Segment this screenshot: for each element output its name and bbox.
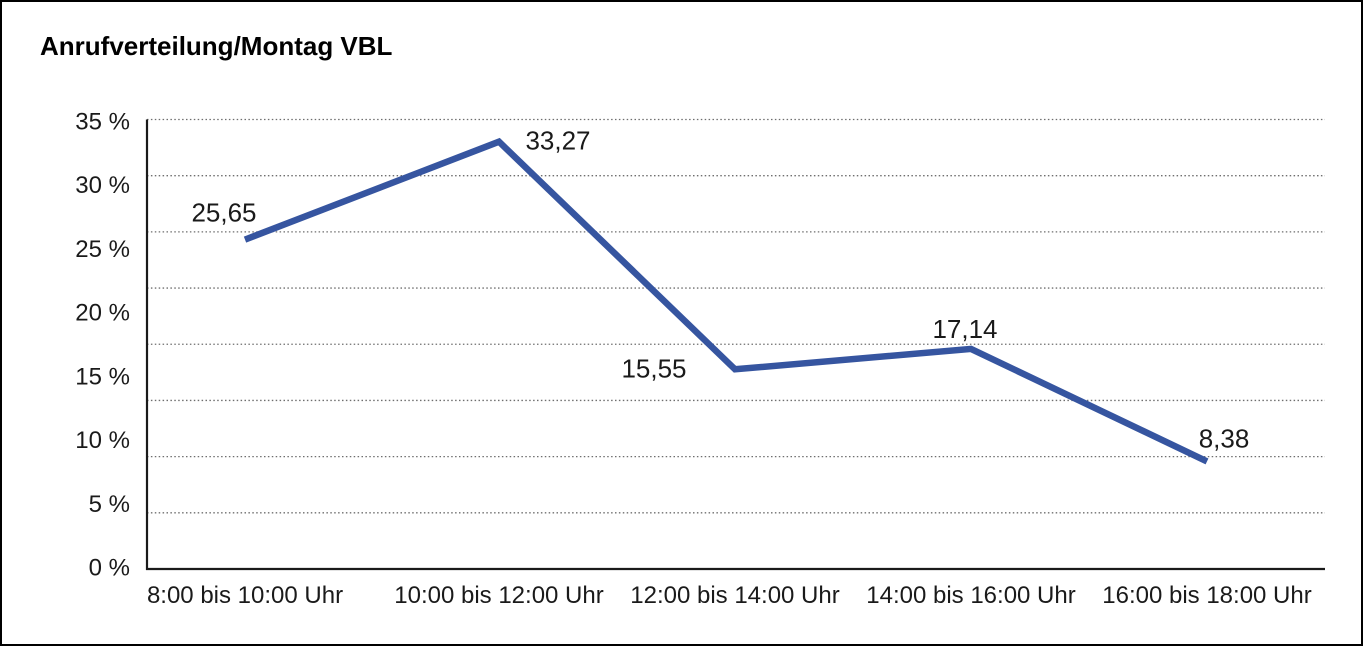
- x-tick-label: 14:00 bis 16:00 Uhr: [866, 582, 1075, 609]
- y-tick-label: 15 %: [75, 363, 130, 390]
- x-tick-label: 8:00 bis 10:00 Uhr: [147, 582, 343, 609]
- y-tick-label: 20 %: [75, 300, 130, 327]
- data-label: 17,14: [932, 314, 997, 344]
- y-tick-label: 30 %: [75, 172, 130, 199]
- y-tick-label: 5 %: [89, 491, 130, 518]
- y-tick-label: 25 %: [75, 236, 130, 263]
- x-tick-label: 12:00 bis 14:00 Uhr: [630, 582, 839, 609]
- data-label: 33,27: [525, 126, 590, 156]
- chart-title: Anrufverteilung/Montag VBL: [40, 31, 393, 61]
- data-label: 15,55: [621, 353, 686, 383]
- x-tick-label: 10:00 bis 12:00 Uhr: [394, 582, 603, 609]
- y-tick-label: 0 %: [89, 555, 130, 582]
- x-tick-label: 16:00 bis 18:00 Uhr: [1102, 582, 1311, 609]
- y-tick-label: 10 %: [75, 427, 130, 454]
- data-line: [243, 137, 1209, 465]
- y-tick-label: 35 %: [75, 109, 130, 136]
- data-label: 8,38: [1199, 423, 1250, 453]
- data-label: 25,65: [191, 198, 256, 228]
